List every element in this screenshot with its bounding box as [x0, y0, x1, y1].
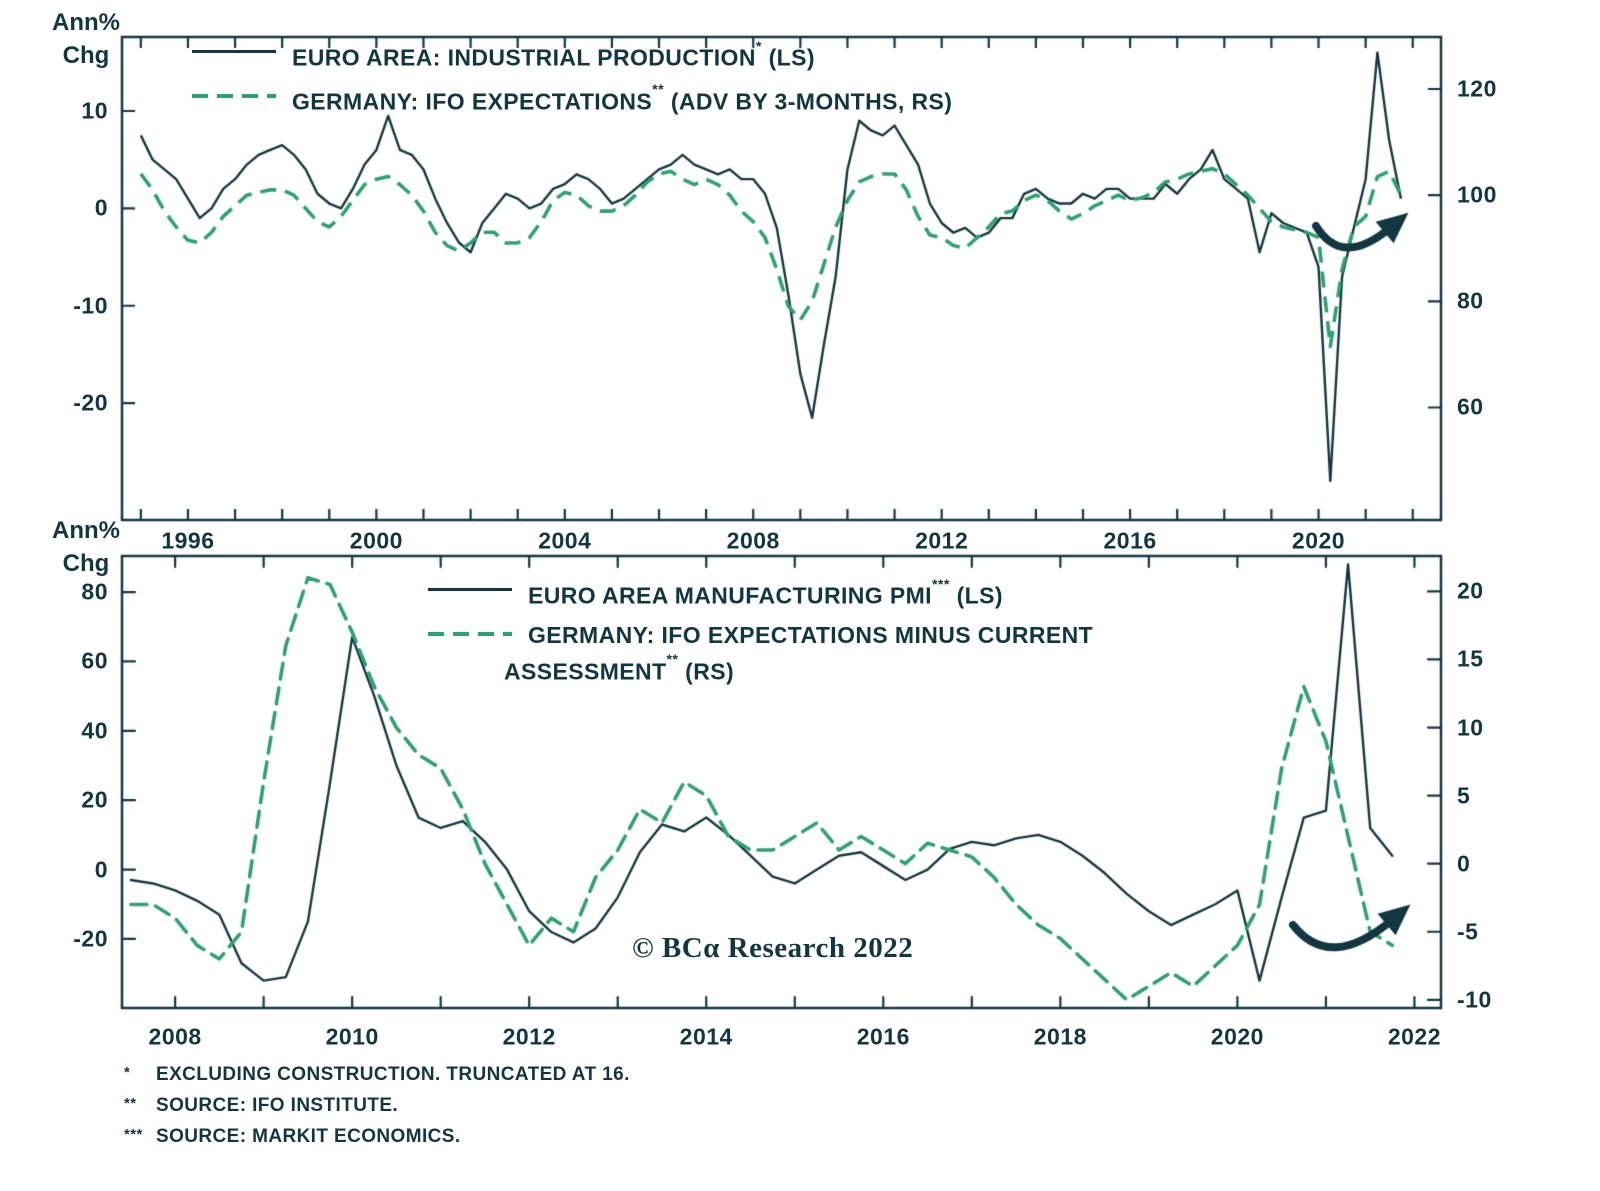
axis-title-line: Chg — [62, 42, 110, 69]
legend-row-euro-pmi: EURO AREA MANUFACTURING PMI*** (LS) — [428, 576, 1093, 611]
solid-line-swatch — [192, 50, 276, 53]
legend-row-euro-ip: EURO AREA: INDUSTRIAL PRODUCTION* (LS) — [192, 38, 952, 73]
legend-row-ifo-spread: GERMANY: IFO EXPECTATIONS MINUS CURRENT … — [428, 620, 1093, 687]
top-panel-y-axis-title: Ann% Chg — [46, 6, 126, 72]
footnote-marker: * — [124, 1064, 131, 1081]
axis-title-line: Ann% — [52, 517, 120, 544]
dashed-line-swatch — [428, 631, 512, 636]
axis-title-line: Ann% — [52, 9, 120, 36]
legend-label-euro-pmi: EURO AREA MANUFACTURING PMI*** (LS) — [528, 576, 1003, 609]
bottom-panel-y-axis-title: Ann% Chg — [46, 514, 126, 580]
dashed-line-swatch — [192, 93, 276, 98]
legend-label-ifo-spread: GERMANY: IFO EXPECTATIONS MINUS CURRENT … — [504, 621, 1094, 685]
copyright-notice: © BCα Research 2022 — [632, 932, 914, 964]
footnote-text: EXCLUDING CONSTRUCTION. TRUNCATED AT 16. — [156, 1064, 630, 1085]
footnote: *** SOURCE: MARKIT ECONOMICS. — [124, 1126, 630, 1148]
footnote: * EXCLUDING CONSTRUCTION. TRUNCATED AT 16… — [124, 1064, 630, 1086]
footnote-text: SOURCE: MARKIT ECONOMICS. — [156, 1126, 461, 1147]
top-legend: EURO AREA: INDUSTRIAL PRODUCTION* (LS) G… — [192, 38, 952, 125]
bottom-legend: EURO AREA MANUFACTURING PMI*** (LS) GERM… — [428, 576, 1093, 695]
footnote-marker: *** — [124, 1126, 143, 1143]
legend-row-ifo-expectations: GERMANY: IFO EXPECTATIONS** (ADV BY 3-MO… — [192, 82, 952, 117]
footnote: ** SOURCE: IFO INSTITUTE. — [124, 1095, 630, 1117]
footnote-marker: ** — [124, 1095, 137, 1112]
footnote-text: SOURCE: IFO INSTITUTE. — [156, 1095, 399, 1116]
solid-line-swatch — [428, 588, 512, 591]
footnotes: * EXCLUDING CONSTRUCTION. TRUNCATED AT 16… — [124, 1064, 630, 1157]
axis-title-line: Chg — [62, 550, 110, 577]
legend-label-ifo-expectations: GERMANY: IFO EXPECTATIONS** (ADV BY 3-MO… — [292, 82, 953, 115]
legend-label-euro-ip: EURO AREA: INDUSTRIAL PRODUCTION* (LS) — [292, 38, 815, 71]
